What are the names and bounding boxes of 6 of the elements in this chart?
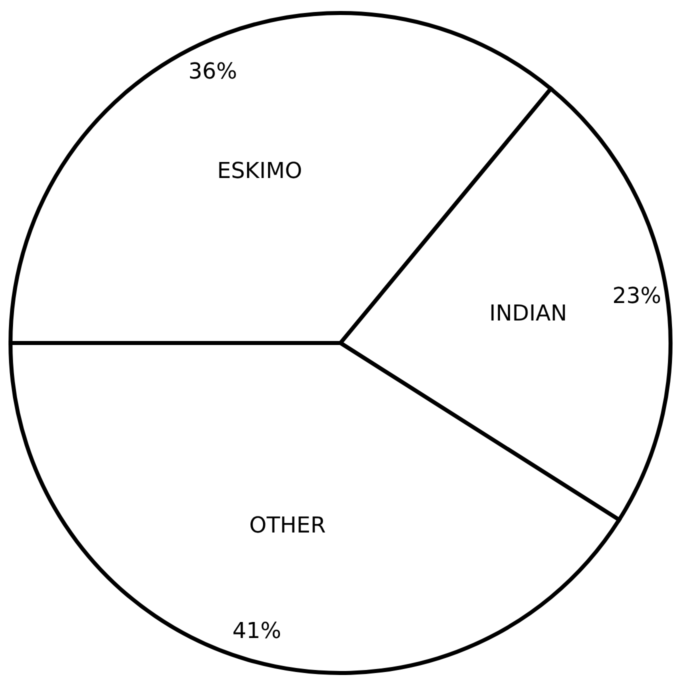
data-label: 23% bbox=[612, 284, 662, 310]
data-label: 36% bbox=[188, 60, 238, 85]
data-label: 41% bbox=[232, 619, 282, 644]
slice-label: INDIAN bbox=[489, 301, 568, 326]
slice-label: OTHER bbox=[249, 513, 326, 538]
slice-label: ESKIMO bbox=[217, 159, 302, 184]
